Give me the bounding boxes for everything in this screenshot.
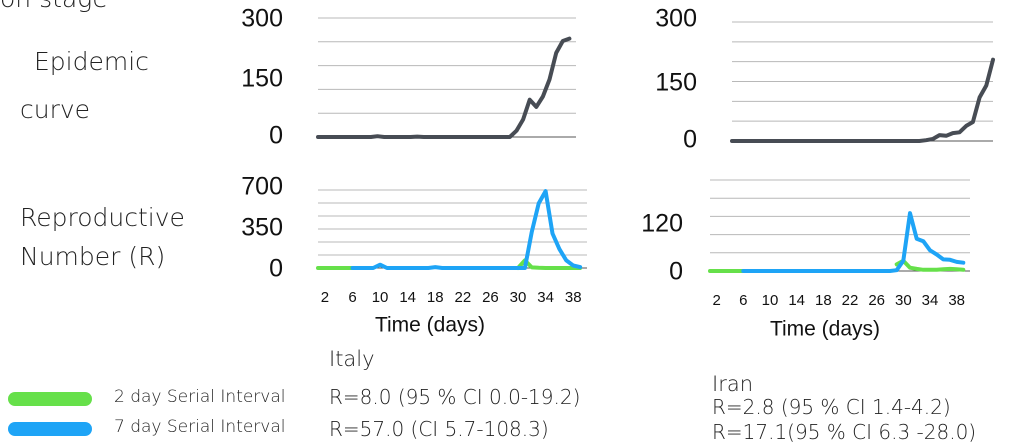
row-label-reproductive-2: Number (R) [20,242,166,271]
x-tick-label: 10 [372,289,389,306]
legend-label-2day: 2 day Serial Interval [114,387,286,407]
country-iran: Iran [712,372,754,396]
x-tick-label: 18 [815,292,832,309]
row-label-reproductive-1: Reproductive [20,203,185,232]
x-tick-label: 26 [482,289,499,306]
x-tick-label: 30 [510,289,527,306]
y-tick-label: 350 [241,214,283,242]
x-tick-label: 14 [399,289,416,306]
series-line-curve [730,57,995,143]
stat-iran-2day: R=2.8 (95 % CI 1.4-4.2) [712,395,951,419]
x-tick-label: 34 [922,292,939,309]
y-tick-label: 300 [655,5,697,33]
y-tick-label: 300 [241,5,283,33]
y-tick-label: 120 [641,210,683,238]
x-tick-label: 6 [348,289,356,306]
y-tick-label: 0 [669,258,683,286]
panel-italy-curve: 0 150 300 [241,5,576,150]
series-line-si7 [741,211,966,273]
x-axis-title: Time (days) [375,314,485,337]
header-cut-text: on stage [0,0,108,13]
country-italy: Italy [329,347,375,371]
x-tick-label: 2 [712,292,720,309]
row-label-epidemic-2: curve [20,95,91,124]
panel-iran-curve: 0 150 300 [655,5,995,154]
series-line-curve [316,36,572,139]
series-line-si2 [516,258,583,270]
y-tick-label: 0 [269,255,283,283]
series-line-si7 [350,189,583,270]
x-tick-label: 30 [895,292,912,309]
y-tick-label: 150 [241,65,283,93]
y-tick-label: 0 [269,122,283,150]
x-tick-label: 6 [739,292,747,309]
y-tick-label: 700 [241,173,283,201]
x-tick-label: 34 [537,289,554,306]
stat-italy-7day: R=57.0 (CI 5.7-108.3) [329,417,549,441]
x-tick-label: 10 [762,292,779,309]
row-label-epidemic-1: Epidemic [34,47,149,76]
x-tick-label: 2 [321,289,329,306]
x-tick-label: 38 [948,292,965,309]
y-tick-label: 0 [683,126,697,154]
x-tick-label: 18 [427,289,444,306]
legend-swatch-2day [8,392,92,406]
legend-swatch-7day [8,422,92,436]
y-tick-label: 150 [655,69,697,97]
x-tick-label: 22 [455,289,472,306]
x-tick-label: 14 [788,292,805,309]
stat-italy-2day: R=8.0 (95 % CI 0.0-19.2) [329,385,581,409]
x-tick-label: 26 [868,292,885,309]
x-axis-title: Time (days) [770,318,880,341]
x-tick-label: 38 [565,289,582,306]
stat-iran-7day: R=17.1(95 % CI 6.3 -28.0) [712,420,977,444]
legend-label-7day: 7 day Serial Interval [114,417,286,437]
x-tick-label: 22 [842,292,859,309]
